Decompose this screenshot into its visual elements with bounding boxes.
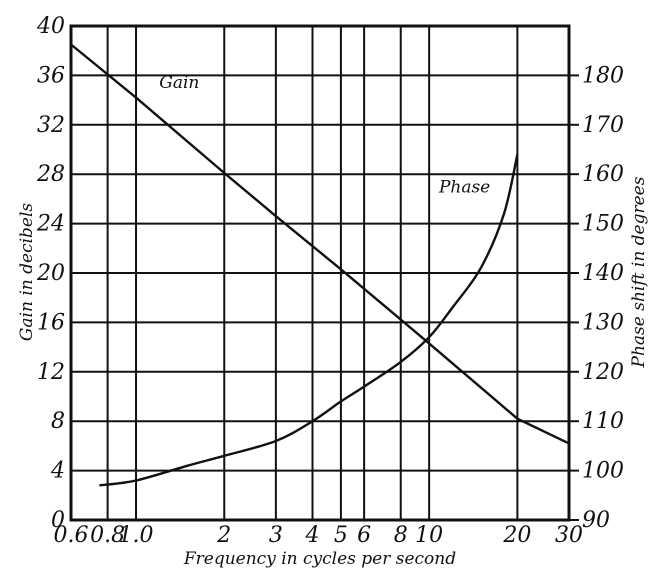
y2-tick-label: 170: [582, 113, 624, 138]
y2-tick-label: 90: [582, 508, 610, 533]
y-tick-label: 12: [37, 360, 65, 385]
tick-labels: 0.6 0.81.0 2 3 4 5 6 8 10 20 300481216202428323640…: [36, 14, 624, 548]
x-axis-label: Frequency in cycles per second: [183, 549, 456, 569]
y-tick-label: 20: [36, 261, 65, 286]
y-axis-label: Gain in decibels: [17, 203, 37, 342]
x-tick-label: 4: [305, 523, 320, 548]
y-tick-label: 0: [51, 508, 65, 533]
y2-tick-label: 120: [582, 360, 624, 385]
y2-tick-label: 100: [582, 459, 624, 484]
y-tick-label: 28: [36, 162, 65, 187]
x-tick-label: 2: [216, 523, 231, 548]
series-line-gain: [70, 43, 570, 445]
series-lines: [70, 43, 570, 487]
x-tick-label: 6: [357, 523, 371, 548]
y-tick-label: 4: [50, 459, 65, 484]
y2-tick-label: 110: [582, 409, 624, 434]
y-tick-label: 8: [51, 409, 65, 434]
x-tick-label: 0.8: [90, 523, 125, 548]
y-tick-label: 16: [37, 310, 65, 335]
x-tick-label: 1.0: [119, 523, 154, 548]
x-tick-label: 3: [269, 523, 283, 548]
y2-tick-label: 140: [582, 261, 624, 286]
annotation-phase: Phase: [438, 178, 490, 198]
y2-tick-label: 150: [582, 212, 624, 237]
series-line-phase: [99, 154, 519, 487]
plot-frame: [69, 24, 571, 522]
x-tick-label: 0.6: [54, 523, 89, 548]
grid: [70, 25, 579, 521]
annotations: Gain Phase: [159, 73, 490, 198]
x-tick-label: 20: [502, 523, 531, 548]
x-tick-label: 30: [555, 523, 583, 548]
y-tick-label: 36: [37, 63, 65, 88]
annotation-gain: Gain: [159, 73, 199, 93]
y-tick-label: 24: [36, 212, 65, 237]
x-tick-label: 5: [334, 523, 348, 548]
x-tick-label: 10: [415, 523, 443, 548]
y2-tick-label: 180: [582, 63, 624, 88]
y2-axis-label: Phase shift in degrees: [629, 176, 649, 368]
y-tick-label: 40: [36, 14, 65, 39]
x-tick-label: 8: [394, 523, 408, 548]
y2-tick-label: 160: [582, 162, 624, 187]
y-tick-label: 32: [37, 113, 65, 138]
y2-tick-label: 130: [582, 310, 624, 335]
